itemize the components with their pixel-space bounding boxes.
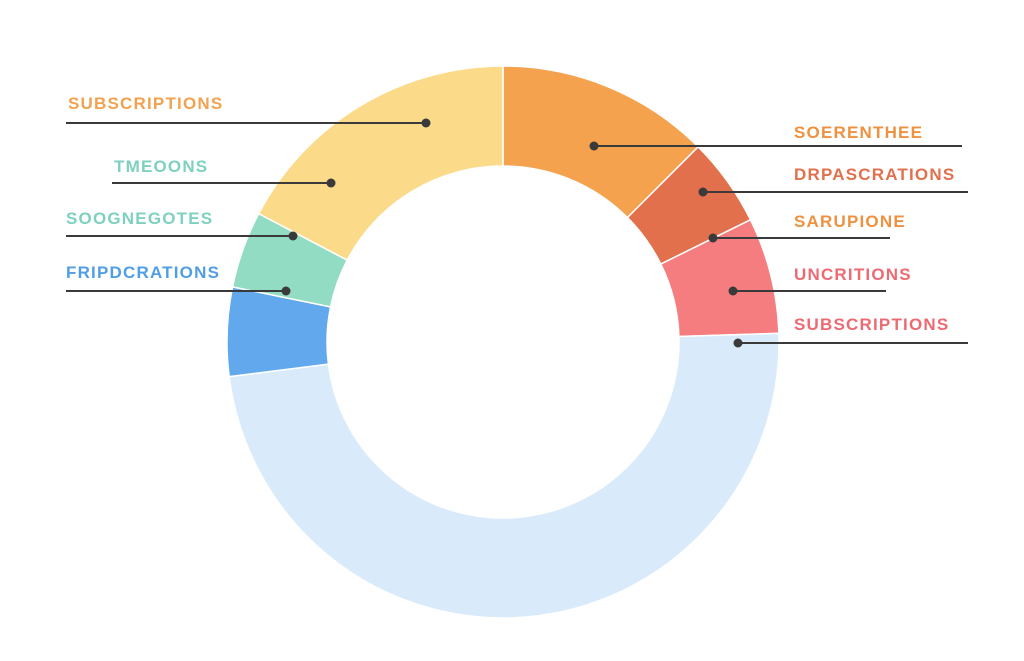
leader-dot (698, 187, 708, 197)
donut-slice (257, 65, 504, 262)
leader-dot (421, 118, 431, 128)
slice-label-uncritions: UNCRITIONS (794, 265, 912, 284)
slice-labels: SUBSCRIPTIONS TMEOONS SOOGNEGOTES FRIPDC… (66, 94, 955, 334)
slice-label-sarupione: SARUPIONE (794, 212, 906, 231)
slice-label-soerenthee: SOERENTHEE (794, 123, 923, 142)
slice-label-tmeoons: TMEOONS (114, 157, 208, 176)
slice-label-drpascrations: DRPASCRATIONS (794, 165, 955, 184)
slice-label-soognegotes: SOOGNEGOTES (66, 209, 213, 228)
leader-dot (589, 141, 599, 151)
donut-slice (228, 332, 780, 619)
leader-dot (288, 231, 298, 241)
leader-dot (733, 338, 743, 348)
donut-slices (226, 65, 780, 619)
leader-dot (708, 233, 718, 243)
leader-dot (728, 286, 738, 296)
slice-label-subscriptions-left: SUBSCRIPTIONS (68, 94, 223, 113)
leader-dot (326, 178, 336, 188)
slice-label-subscriptions-right: SUBSCRIPTIONS (794, 315, 949, 334)
leader-dot (281, 286, 291, 296)
slice-label-fripdcrations: FRIPDCRATIONS (66, 263, 220, 282)
leader-lines (66, 118, 968, 348)
